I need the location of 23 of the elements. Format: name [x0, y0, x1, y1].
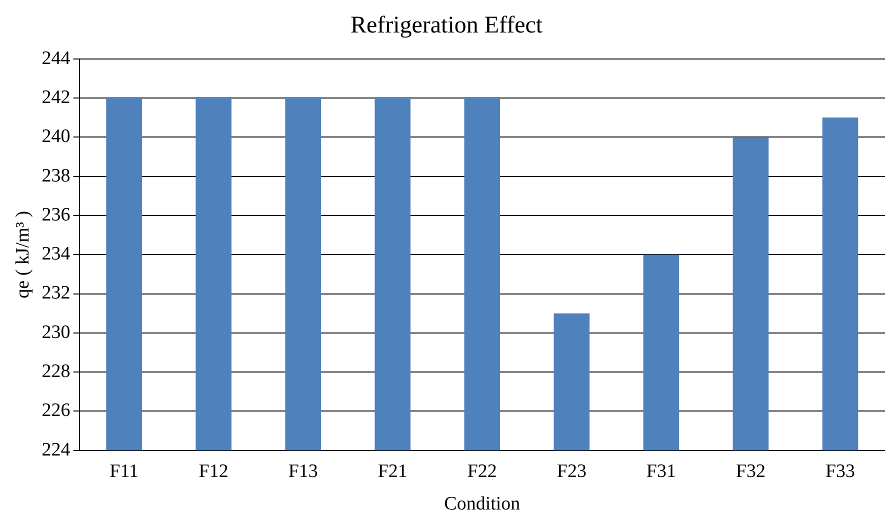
x-tick-label: F31 — [646, 460, 676, 482]
chart-title: Refrigeration Effect — [350, 12, 543, 39]
x-tick-label: F33 — [825, 460, 856, 482]
y-tick-label: 238 — [42, 165, 70, 186]
y-tick-label: 234 — [42, 244, 71, 265]
x-tick-label: F13 — [288, 460, 318, 482]
x-tick-label: F32 — [736, 460, 766, 482]
x-tick-label: F23 — [556, 460, 586, 482]
y-tick-label: 240 — [42, 126, 70, 148]
y-tick-label: 230 — [42, 322, 70, 343]
x-axis-title: Condition — [444, 494, 521, 515]
x-tick-label: F22 — [467, 460, 497, 482]
x-tick-label: F21 — [378, 460, 408, 482]
y-tick-label: 228 — [42, 361, 70, 382]
y-tick-label: 226 — [42, 400, 70, 422]
y-tick-label: 244 — [42, 48, 71, 69]
x-tick-label: F12 — [198, 460, 228, 482]
y-tick-label: 232 — [42, 282, 70, 304]
y-axis-title: qe ( kJ/m³ ) — [12, 210, 34, 298]
x-tick-label: F11 — [110, 460, 138, 482]
y-tick-label: 224 — [42, 439, 71, 460]
y-tick-label: 242 — [42, 86, 70, 108]
y-tick-label: 236 — [42, 204, 70, 226]
